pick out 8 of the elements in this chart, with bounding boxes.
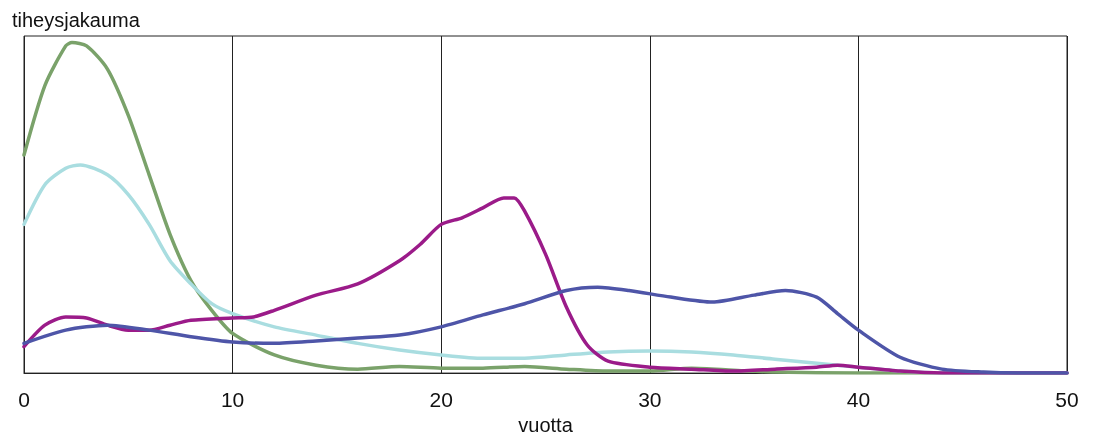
x-tick-label: 0 (18, 388, 30, 412)
y-axis-title: tiheysjakauma (12, 9, 141, 31)
x-tick-label: 20 (429, 388, 453, 412)
x-tick-label: 10 (220, 388, 245, 412)
x-axis-title: vuotta (518, 414, 574, 436)
x-tick-label: 40 (846, 388, 871, 412)
x-tick-label: 50 (1055, 388, 1079, 412)
x-tick-label: 30 (638, 388, 662, 412)
